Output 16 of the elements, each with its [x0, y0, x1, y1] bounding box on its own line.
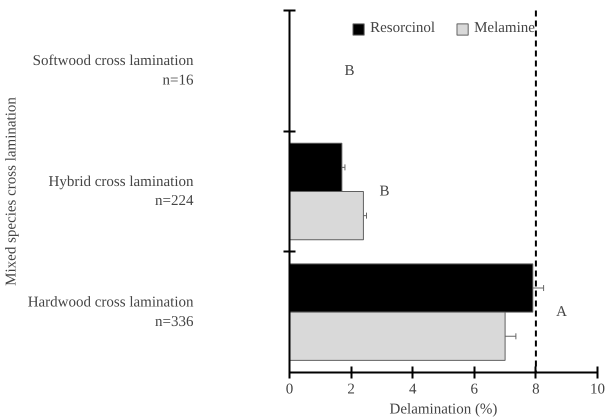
annotation: B	[380, 184, 390, 200]
x-tick-label: 8	[532, 382, 540, 398]
annotation: B	[344, 62, 355, 79]
y-tick-label: Hybrid cross lamination n=224	[48, 174, 194, 210]
x-tick-label: 6	[470, 382, 479, 398]
x-tick-label: 4	[408, 382, 417, 398]
x-tick-label: 10	[590, 382, 605, 398]
x-tick-label: 2	[347, 382, 355, 398]
y-tick-label: Softwood cross lamination n=16	[32, 53, 194, 88]
annotation: A	[556, 304, 568, 320]
x-tick-label: 0	[286, 382, 294, 398]
y-axis-title: Mixed species cross lamination	[4, 96, 20, 286]
y-tick-label: Hardwood cross lamination n=336	[28, 294, 194, 330]
legend-label: Resorcinol	[370, 20, 436, 37]
legend-label: Melamine	[474, 20, 535, 37]
x-axis-title: Delamination (%)	[390, 402, 498, 418]
